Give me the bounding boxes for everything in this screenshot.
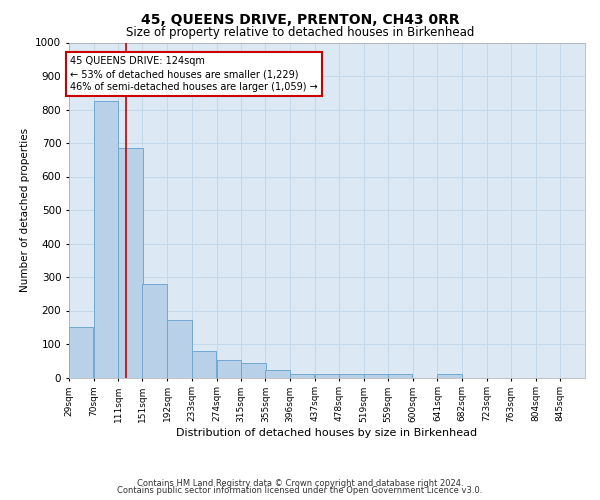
Bar: [94, 101, 118, 377]
Bar: [167, 320, 191, 378]
X-axis label: Distribution of detached houses by size in Birkenhead: Distribution of detached houses by size …: [176, 428, 478, 438]
Text: Contains HM Land Registry data © Crown copyright and database right 2024.: Contains HM Land Registry data © Crown c…: [137, 478, 463, 488]
Bar: [69, 327, 94, 378]
Bar: [142, 284, 167, 378]
Bar: [340, 374, 364, 378]
Bar: [364, 374, 388, 378]
Text: 45, QUEENS DRIVE, PRENTON, CH43 0RR: 45, QUEENS DRIVE, PRENTON, CH43 0RR: [140, 12, 460, 26]
Bar: [290, 374, 314, 378]
Bar: [192, 352, 216, 378]
Bar: [118, 148, 143, 378]
Bar: [314, 374, 339, 378]
Bar: [241, 364, 266, 378]
Bar: [217, 360, 241, 378]
Bar: [437, 374, 462, 378]
Y-axis label: Number of detached properties: Number of detached properties: [20, 128, 29, 292]
Bar: [265, 370, 290, 378]
Bar: [388, 374, 412, 378]
Text: Contains public sector information licensed under the Open Government Licence v3: Contains public sector information licen…: [118, 486, 482, 495]
Text: 45 QUEENS DRIVE: 124sqm
← 53% of detached houses are smaller (1,229)
46% of semi: 45 QUEENS DRIVE: 124sqm ← 53% of detache…: [70, 56, 318, 92]
Text: Size of property relative to detached houses in Birkenhead: Size of property relative to detached ho…: [126, 26, 474, 39]
